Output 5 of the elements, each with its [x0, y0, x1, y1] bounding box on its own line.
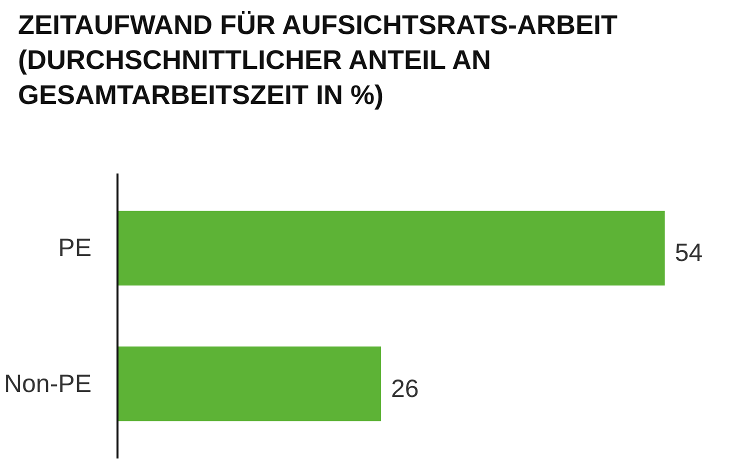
data-label: 54	[674, 239, 703, 268]
chart-title: ZEITAUFWAND FÜR AUFSICHTSRATS-ARBEIT (DURCHSCHNITTLICHER ANTEIL AN GESAMTARBEITSZEIT IN %)	[18, 9, 618, 112]
y-tick-label: Non-PE	[4, 370, 92, 398]
y-tick-label: PE	[58, 234, 92, 262]
data-label: 26	[391, 374, 419, 403]
